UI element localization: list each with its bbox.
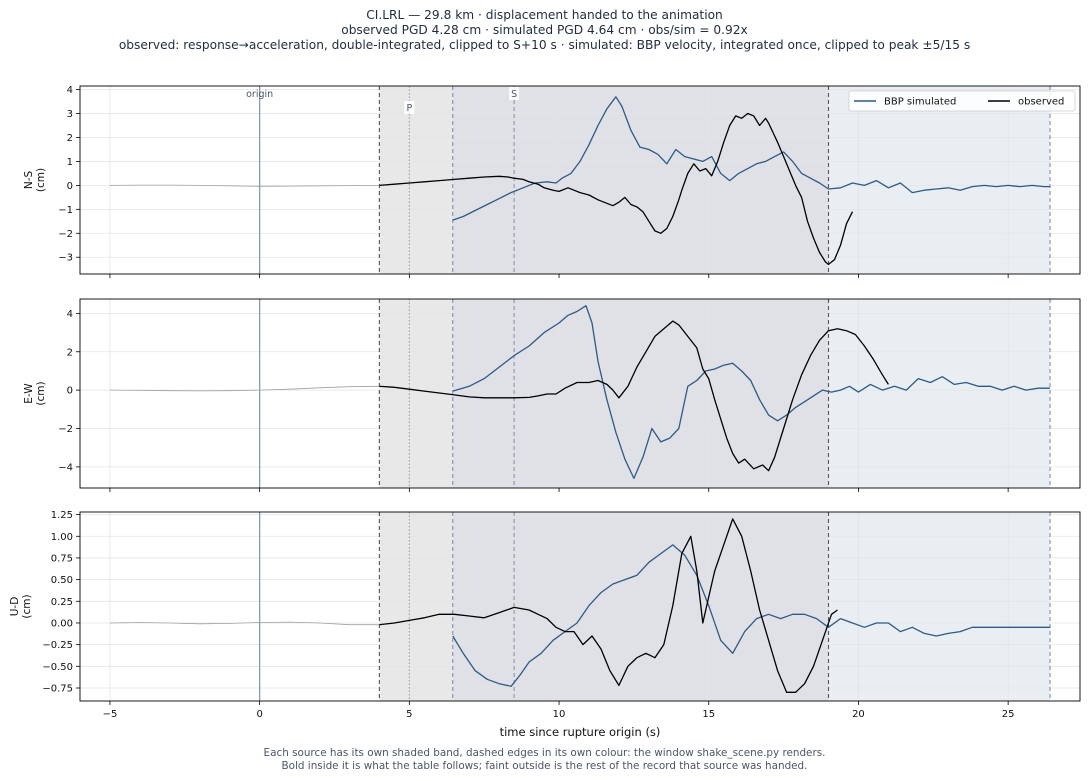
plot-frame	[79, 298, 1081, 489]
observed-trace	[379, 112, 854, 266]
y-axis-label-line1: N-S	[23, 171, 35, 190]
y-tick-label: 1.00	[51, 532, 73, 543]
legend-observed-label: observed	[1018, 97, 1064, 108]
simulated-trace	[452, 96, 1051, 221]
y-tick-label: −0.75	[42, 683, 73, 694]
y-axis-label: U-D (cm)	[9, 594, 33, 618]
y-axis-label: E-W (cm)	[23, 381, 47, 405]
observed-faint-trace	[109, 385, 380, 392]
simulated-trace	[452, 544, 1051, 687]
y-tick-label: 0.75	[51, 553, 73, 564]
s-label-group: S	[509, 87, 520, 100]
s-label-bg	[509, 87, 520, 100]
p-label-group: P	[404, 101, 415, 114]
y-tick-label: 0	[67, 181, 73, 192]
observed-faint-trace	[109, 184, 380, 187]
y-tick-label: −3	[58, 253, 73, 264]
y-tick-label: −4	[58, 462, 73, 473]
x-tick-label: 25	[1002, 709, 1015, 720]
chart-title: CI.LRL — 29.8 km · displacement handed t…	[0, 8, 1089, 53]
panel-u-d: −0.75 −0.50 −0.25 0.00 0.25 0.50 0.75 1.00 1.25 U…	[9, 510, 1081, 739]
y-axis-label-line2: (cm)	[21, 594, 33, 618]
origin-label: origin	[246, 89, 273, 100]
overlap-window-band	[452, 512, 829, 701]
y-tick-label: 0	[67, 386, 73, 397]
y-tick-label: 0.50	[51, 575, 73, 586]
x-axis-label: time since rupture origin (s)	[500, 725, 661, 739]
y-tick-label: 2	[67, 347, 73, 358]
title-line-3: observed: response→acceleration, double-…	[118, 38, 971, 52]
chart-caption: Each source has its own shaded band, das…	[0, 747, 1089, 772]
y-axis-label-line2: (cm)	[35, 168, 47, 192]
y-axis-label-line1: E-W	[23, 383, 35, 404]
p-label: P	[406, 103, 412, 114]
x-tick-label: 15	[702, 709, 715, 720]
observed-window-band	[379, 512, 453, 701]
observed-faint-trace	[109, 621, 380, 626]
y-tick-label: −0.25	[42, 640, 73, 651]
y-tick-label: 1	[67, 157, 73, 168]
simulated-window-band	[828, 86, 1051, 274]
y-tick-label: 0.25	[51, 597, 73, 608]
p-label-bg	[404, 101, 415, 114]
s-label: S	[511, 89, 517, 100]
simulated-window-band	[828, 512, 1051, 701]
x-tick-label: 10	[553, 709, 566, 720]
title-line-2: observed PGD 4.28 cm · simulated PGD 4.6…	[341, 23, 748, 37]
legend: BBP simulated observed	[848, 90, 1076, 112]
legend-simulated-label: BBP simulated	[884, 97, 956, 108]
observed-trace	[379, 320, 889, 472]
plot-frame	[79, 85, 1081, 275]
x-tick-label: −5	[103, 709, 118, 720]
x-tick-label: 5	[406, 709, 412, 720]
simulated-trace	[452, 305, 1051, 480]
y-tick-label: −2	[58, 424, 73, 435]
caption-line-1: Each source has its own shaded band, das…	[263, 747, 826, 759]
y-tick-label: 2	[67, 133, 73, 144]
y-tick-label: −0.50	[42, 662, 73, 673]
legend-box	[848, 90, 1076, 112]
x-tick-label: 20	[852, 709, 865, 720]
plot-frame	[79, 511, 1081, 702]
y-tick-label: 1.25	[51, 510, 73, 521]
panel-n-s: −3 −2 −1 0 1 2 3 4 N-S (cm) origin P S BBP simulated o…	[23, 85, 1081, 278]
observed-trace	[379, 518, 838, 693]
y-axis-label-line1: U-D	[9, 597, 21, 617]
simulated-window-band	[828, 299, 1051, 488]
y-tick-label: 4	[67, 85, 73, 96]
title-line-1: CI.LRL — 29.8 km · displacement handed t…	[366, 8, 723, 22]
y-tick-label: −1	[58, 205, 73, 216]
x-tick-label: 0	[256, 709, 262, 720]
overlap-window-band	[452, 86, 829, 274]
y-tick-label: −2	[58, 229, 73, 240]
y-axis-label-line2: (cm)	[35, 381, 47, 405]
panel-e-w: −4 −2 0 2 4 E-W (cm)	[23, 298, 1081, 492]
overlap-window-band	[452, 299, 829, 488]
caption-line-2: Bold inside it is what the table follows…	[281, 759, 808, 772]
y-tick-label: 0.00	[51, 618, 73, 629]
y-tick-label: 3	[67, 109, 73, 120]
y-axis-label: N-S (cm)	[23, 168, 47, 192]
y-tick-label: 4	[67, 309, 73, 320]
